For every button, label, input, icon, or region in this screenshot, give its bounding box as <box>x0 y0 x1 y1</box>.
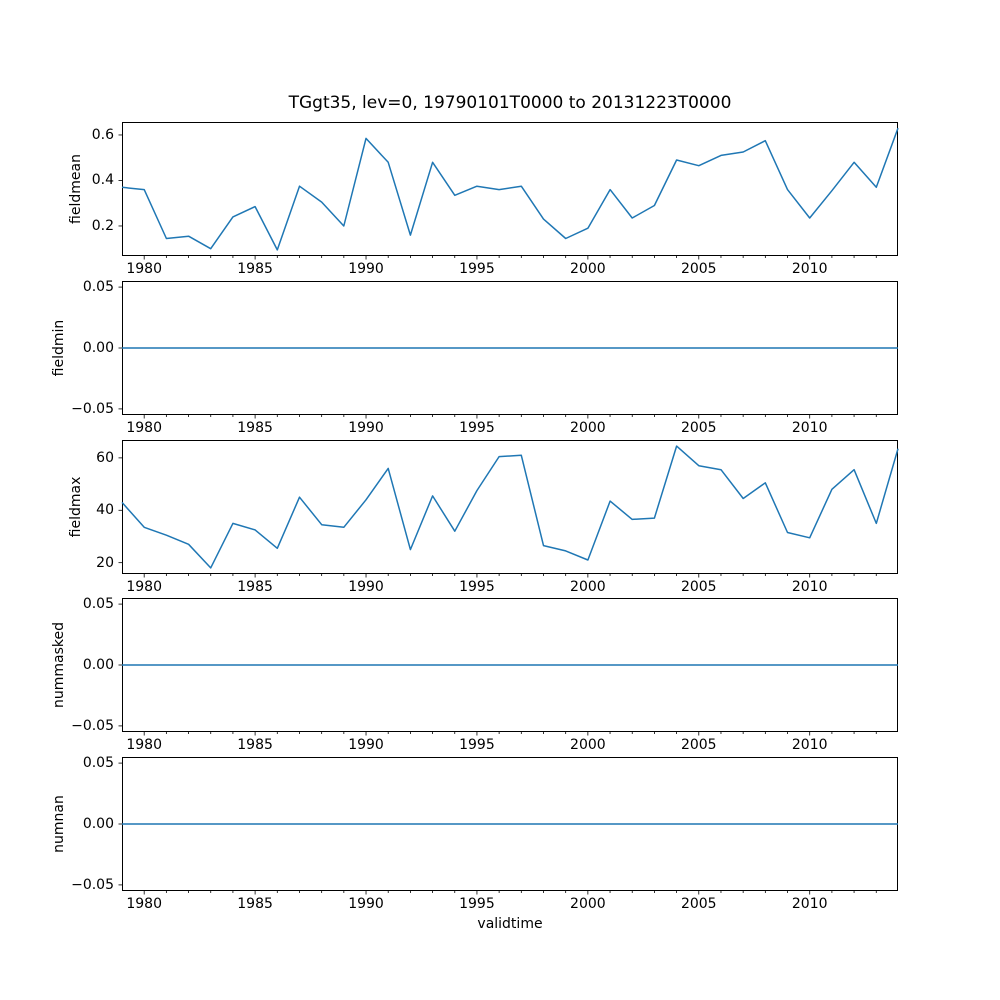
y-axis-label-fieldmax: fieldmax <box>68 476 84 538</box>
x-tick-label: 1995 <box>459 896 495 912</box>
nummasked-line-plot <box>118 598 898 736</box>
x-tick-label: 2010 <box>791 579 828 595</box>
x-tick-label: 2000 <box>570 896 606 912</box>
subplot-nummasked <box>118 598 898 736</box>
x-tick-label: 1995 <box>459 261 495 277</box>
x-tick-label: 2010 <box>791 420 828 436</box>
x-tick-label: 1995 <box>459 420 495 436</box>
x-tick-label: 2000 <box>570 579 606 595</box>
numnan-line-plot <box>118 757 898 895</box>
fieldmean-line-plot <box>118 122 899 260</box>
subplot-fieldmean <box>118 122 899 260</box>
y-tick-label: 0.00 <box>82 340 114 356</box>
x-tick-label: 1990 <box>348 737 384 753</box>
x-tick-label: 1985 <box>237 420 273 436</box>
x-tick-label: 1990 <box>348 896 384 912</box>
x-tick-label: 2010 <box>791 896 828 912</box>
x-tick-label: 2000 <box>570 737 606 753</box>
y-tick-label: 40 <box>96 502 114 519</box>
y-tick-label: 0.05 <box>82 755 114 772</box>
y-tick-label: 0.05 <box>82 279 114 296</box>
y-tick-label: 0.6 <box>91 126 114 143</box>
subplot-fieldmin <box>118 281 898 419</box>
x-tick-label: 1990 <box>348 420 384 436</box>
x-tick-label: 1980 <box>126 737 162 753</box>
y-tick-label: 0.2 <box>91 217 114 234</box>
y-tick-label: 60 <box>96 449 114 466</box>
y-tick-label: 0.05 <box>82 596 114 613</box>
chart-title: TGgt35, lev=0, 19790101T0000 to 20131223… <box>288 93 732 113</box>
x-axis-label: validtime <box>477 916 543 932</box>
x-tick-label: 2005 <box>680 420 717 436</box>
x-tick-label: 2000 <box>570 420 606 436</box>
subplot-numnan <box>118 757 898 895</box>
y-axis-label-nummasked: nummasked <box>51 622 67 709</box>
x-tick-label: 2005 <box>680 737 717 753</box>
y-axis-label-fieldmin: fieldmin <box>51 319 67 377</box>
y-axis-label-numnan: numnan <box>51 795 67 853</box>
y-axis-label-fieldmean: fieldmean <box>68 154 84 224</box>
x-tick-label: 2005 <box>680 261 717 277</box>
subplot-fieldmax <box>118 440 899 578</box>
y-tick-label: −0.05 <box>71 876 114 893</box>
y-tick-label: 20 <box>96 554 114 571</box>
x-tick-label: 1980 <box>126 420 162 436</box>
x-tick-label: 1985 <box>237 737 273 753</box>
fieldmin-line-plot <box>118 281 898 419</box>
x-tick-label: 1985 <box>237 579 273 595</box>
y-tick-label: −0.05 <box>71 717 114 734</box>
x-tick-label: 1980 <box>126 261 162 277</box>
x-tick-label: 1980 <box>126 896 162 912</box>
x-tick-label: 1990 <box>348 579 384 595</box>
y-tick-label: 0.00 <box>82 657 114 673</box>
x-tick-label: 2000 <box>570 261 606 277</box>
x-tick-label: 2005 <box>680 579 717 595</box>
y-tick-label: −0.05 <box>71 400 114 417</box>
x-tick-label: 2005 <box>680 896 717 912</box>
fieldmax-line-plot <box>118 440 899 578</box>
x-tick-label: 1985 <box>237 261 273 277</box>
x-tick-label: 1995 <box>459 737 495 753</box>
x-tick-label: 2010 <box>791 261 828 277</box>
x-tick-label: 1985 <box>237 896 273 912</box>
x-tick-label: 1990 <box>348 261 384 277</box>
y-tick-label: 0.4 <box>91 172 114 189</box>
x-tick-label: 2010 <box>791 737 828 753</box>
y-tick-label: 0.00 <box>82 816 114 832</box>
x-tick-label: 1995 <box>459 579 495 595</box>
x-tick-label: 1980 <box>126 579 162 595</box>
